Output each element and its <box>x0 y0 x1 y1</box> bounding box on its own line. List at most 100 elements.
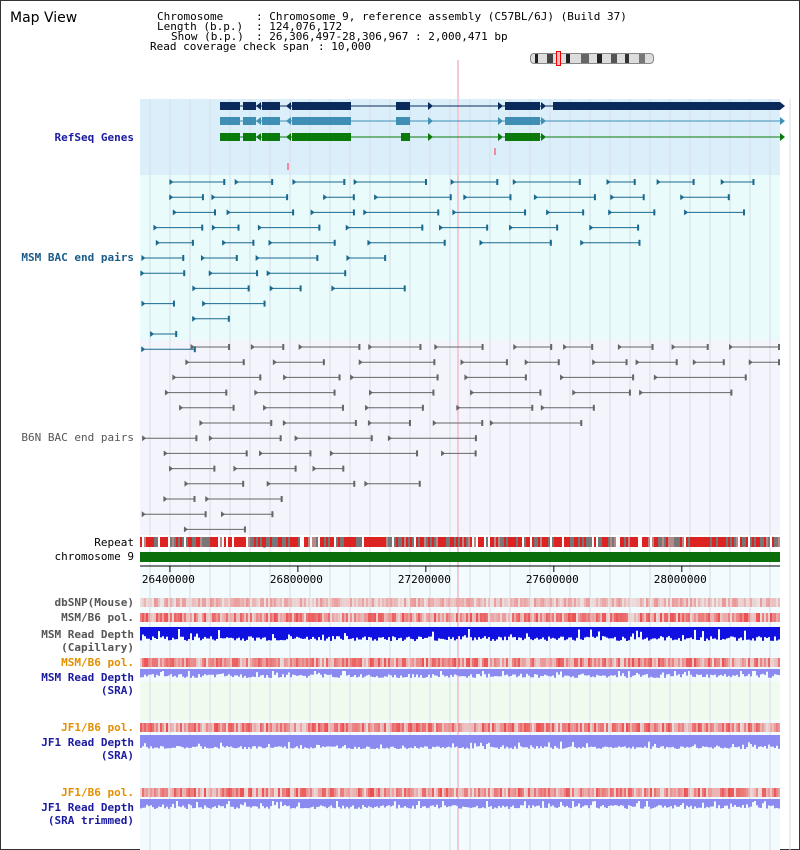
read-depth-bar <box>434 627 436 641</box>
coverage-value-row: : 10,000 <box>318 40 371 53</box>
polymorphism-cell <box>340 658 342 667</box>
read-depth-bar <box>310 627 312 639</box>
read-depth-bar <box>402 735 404 746</box>
read-depth-bar <box>232 735 234 748</box>
read-depth-bar <box>206 735 208 749</box>
polymorphism-cell <box>242 788 244 797</box>
polymorphism-cell <box>500 788 502 797</box>
polymorphism-cell <box>238 613 240 622</box>
bac-end-mark <box>263 404 268 411</box>
gene-arrow <box>286 133 291 141</box>
read-depth-bar <box>472 669 474 678</box>
polymorphism-cell <box>232 723 234 732</box>
polymorphism-cell <box>416 788 418 797</box>
read-depth-bar <box>160 735 162 747</box>
repeat-segment <box>656 537 658 547</box>
read-depth-bar <box>318 799 320 807</box>
polymorphism-cell <box>468 598 470 607</box>
polymorphism-cell <box>398 613 400 622</box>
read-depth-bar <box>320 627 322 640</box>
polymorphism-cell <box>370 788 372 797</box>
read-depth-bar <box>544 669 546 675</box>
polymorphism-cell <box>700 788 702 797</box>
track-label-refseq[interactable]: RefSeq Genes <box>54 131 134 144</box>
track-label-msm-bac[interactable]: MSM BAC end pairs <box>21 251 134 264</box>
polymorphism-cell <box>762 723 764 732</box>
polymorphism-cell <box>188 658 190 667</box>
bac-end-mark <box>533 194 538 201</box>
polymorphism-cell <box>434 598 436 607</box>
read-depth-bar <box>190 799 192 806</box>
read-depth-bar <box>340 669 342 676</box>
bac-end-mark <box>720 179 725 185</box>
read-depth-bar <box>736 669 738 675</box>
polymorphism-cell <box>586 723 588 732</box>
read-depth-bar <box>476 799 478 806</box>
polymorphism-cell <box>744 598 746 607</box>
read-depth-bar <box>156 735 158 748</box>
read-depth-bar <box>570 735 572 747</box>
read-depth-bar <box>400 627 402 638</box>
polymorphism-cell <box>486 658 488 667</box>
read-depth-bar <box>700 735 702 748</box>
read-depth-bar <box>590 627 592 630</box>
bac-end-mark <box>449 194 452 201</box>
repeat-segment <box>330 537 332 547</box>
polymorphism-cell <box>186 613 188 622</box>
read-depth-bar <box>386 627 388 640</box>
track-label-b6n-bac[interactable]: B6N BAC end pairs <box>21 431 134 444</box>
read-depth-bar <box>550 627 552 639</box>
gene-exon <box>220 102 240 110</box>
repeat-segment <box>310 537 312 547</box>
read-depth-bar <box>394 627 396 638</box>
chromosome-ideogram[interactable] <box>530 51 654 66</box>
read-depth-bar <box>406 669 408 678</box>
polymorphism-cell <box>388 658 390 667</box>
polymorphism-cell <box>624 598 626 607</box>
read-depth-bar <box>228 669 230 675</box>
read-depth-bar <box>642 627 644 640</box>
bac-end-mark <box>549 239 552 246</box>
polymorphism-cell <box>484 723 486 732</box>
read-depth-bar <box>392 735 394 747</box>
read-depth-bar <box>196 799 198 802</box>
polymorphism-cell <box>458 613 460 622</box>
polymorphism-cell <box>140 788 142 797</box>
read-depth-bar <box>306 669 308 678</box>
polymorphism-cell <box>694 658 696 667</box>
polymorphism-cell <box>212 788 214 797</box>
polymorphism-cell <box>484 658 486 667</box>
polymorphism-cell <box>778 598 780 607</box>
read-depth-bar <box>772 669 774 677</box>
polymorphism-cell <box>550 658 552 667</box>
read-depth-bar <box>182 735 184 748</box>
polymorphism-cell <box>232 598 234 607</box>
read-depth-bar <box>324 799 326 807</box>
repeat-segment <box>190 537 192 547</box>
bac-end-mark <box>192 315 197 322</box>
bac-end-mark <box>184 480 189 487</box>
read-depth-bar <box>280 627 282 640</box>
read-depth-bar <box>250 735 252 749</box>
read-depth-bar <box>348 627 350 640</box>
read-depth-bar <box>742 669 744 675</box>
gene-arrow <box>256 117 261 125</box>
polymorphism-cell <box>312 658 314 667</box>
repeat-segment <box>496 537 498 547</box>
read-depth-bar <box>162 627 164 637</box>
polymorphism-cell <box>300 598 302 607</box>
polymorphism-cell <box>494 613 496 622</box>
read-depth-bar <box>642 735 644 748</box>
repeat-segment <box>262 537 264 547</box>
polymorphism-cell <box>664 788 666 797</box>
track-label-jf1-depth-sub: (SRA) <box>100 749 134 762</box>
polymorphism-cell <box>452 658 454 667</box>
read-depth-bar <box>248 799 250 807</box>
read-depth-bar <box>710 799 712 807</box>
polymorphism-cell <box>624 613 626 622</box>
polymorphism-cell <box>666 788 668 797</box>
read-depth-bar <box>522 735 524 748</box>
repeat-segment <box>666 537 668 547</box>
polymorphism-cell <box>752 598 754 607</box>
